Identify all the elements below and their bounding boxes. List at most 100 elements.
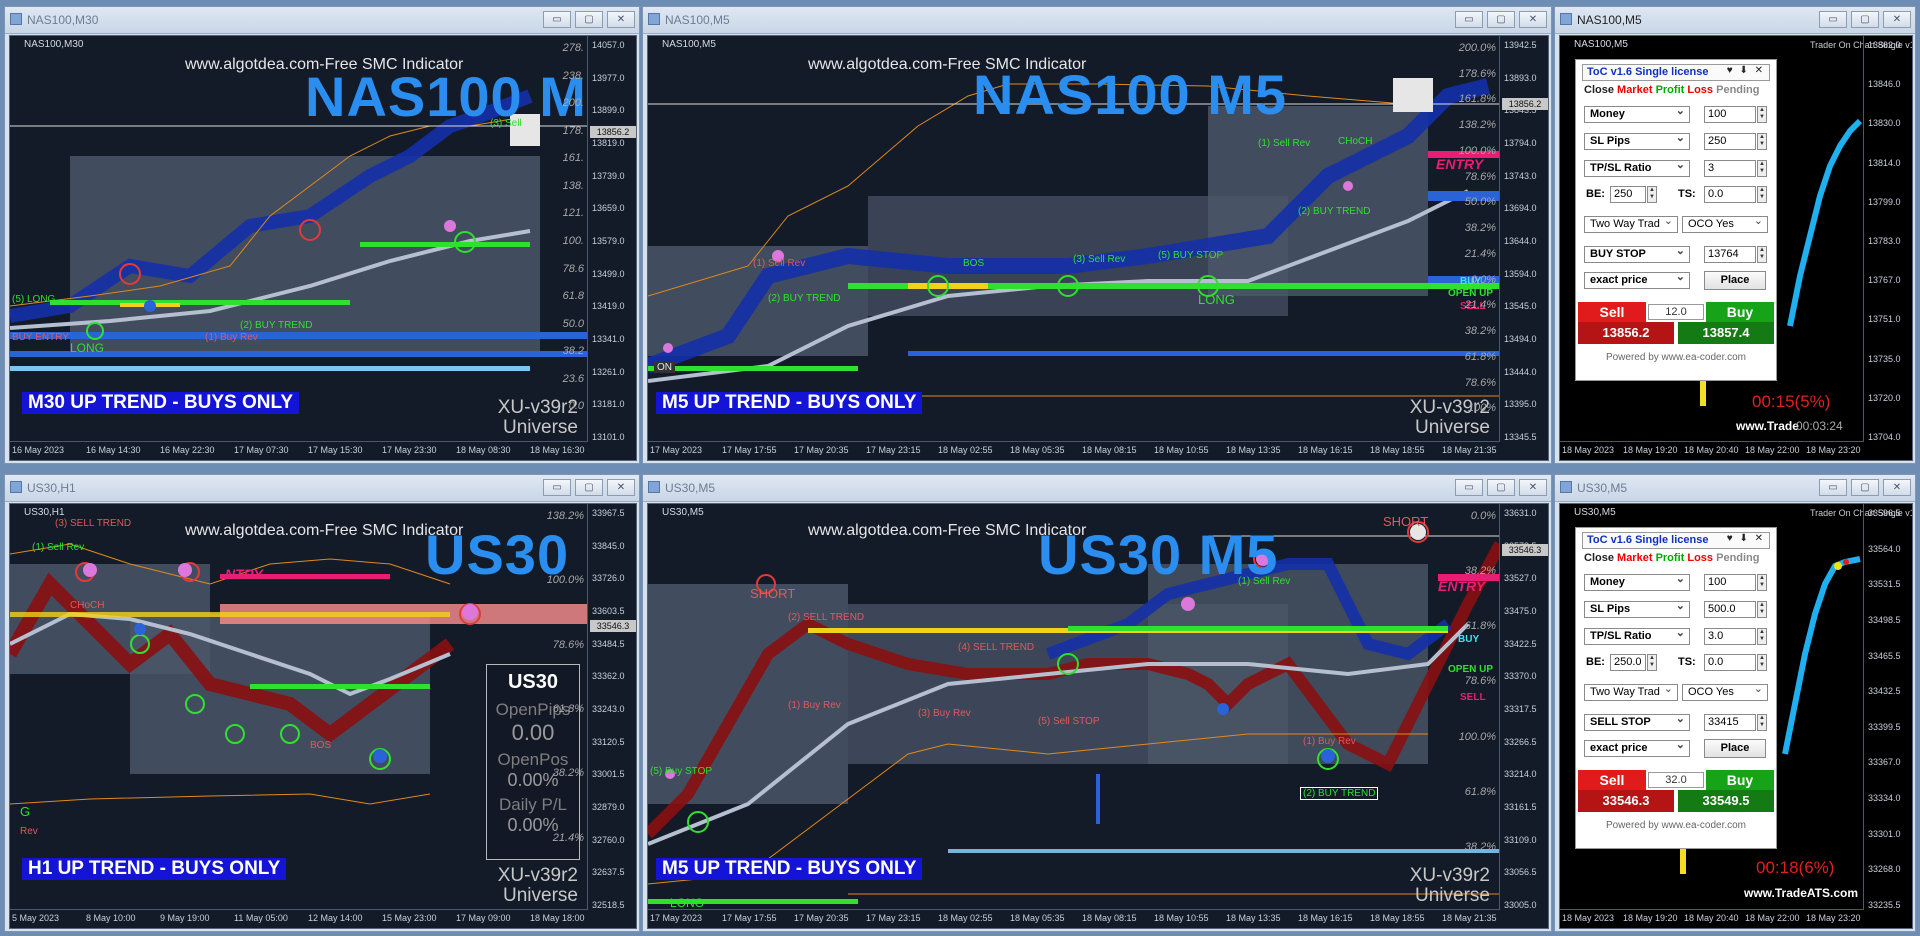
ts-stepper[interactable]: ▲ ▼ bbox=[1757, 186, 1767, 203]
title-bar[interactable]: US30,M5 ▭ ▢ ✕ bbox=[1555, 475, 1915, 502]
minimize-button[interactable]: ▭ bbox=[1455, 479, 1483, 496]
be-stepper[interactable]: ▲ ▼ bbox=[1647, 186, 1657, 203]
buy-button[interactable]: Buy bbox=[1706, 302, 1774, 322]
trade-panel-window-nas100-m5[interactable]: NAS100,M5 ▭ ▢ ✕ NAS100,M5 Trader On Char… bbox=[1554, 6, 1916, 464]
chart-icon bbox=[1560, 13, 1572, 25]
trade-panel-window-us30-m5[interactable]: US30,M5 ▭ ▢ ✕ US30,M5 Trader On Chart Si… bbox=[1554, 474, 1916, 932]
close-action[interactable]: Close bbox=[1584, 84, 1614, 96]
oco-select[interactable]: OCO Yes bbox=[1682, 682, 1768, 701]
tp-stepper[interactable]: ▲ ▼ bbox=[1757, 160, 1767, 177]
minimize-button[interactable]: ▭ bbox=[1455, 11, 1483, 28]
trade-panel[interactable]: ToC v1.6 Single license ♥ ⬇ ✕ Close Marke… bbox=[1575, 527, 1777, 849]
title-bar[interactable]: US30,M5 ▭ ▢ ✕ bbox=[643, 475, 1551, 502]
money-stepper[interactable]: ▲ ▼ bbox=[1757, 574, 1767, 591]
order-type-select[interactable]: BUY STOP bbox=[1584, 244, 1690, 263]
order-price-input[interactable]: 33415 bbox=[1704, 714, 1756, 731]
chart-window-nas100-m5[interactable]: NAS100,M5 ▭ ▢ ✕ bbox=[642, 6, 1552, 464]
trade-panel[interactable]: ToC v1.6 Single license ♥ ⬇ ✕ Close Marke… bbox=[1575, 59, 1777, 381]
minimize-button[interactable]: ▭ bbox=[543, 479, 571, 496]
market-action[interactable]: Market bbox=[1617, 84, 1653, 96]
title-bar[interactable]: NAS100,M5 ▭ ▢ ✕ bbox=[1555, 7, 1915, 34]
tp-stepper[interactable]: ▲ ▼ bbox=[1757, 628, 1767, 645]
close-button[interactable]: ✕ bbox=[1519, 11, 1547, 28]
signal-label: BUY bbox=[1458, 634, 1480, 645]
bid-price[interactable]: 13856.2 bbox=[1578, 322, 1674, 344]
chart-area[interactable]: NAS100,M5 www.algotdea.com-Free SMC Indi… bbox=[647, 35, 1549, 461]
tp-input[interactable]: 3 bbox=[1704, 160, 1756, 177]
lot-size-input[interactable]: 12.0 bbox=[1648, 304, 1704, 320]
order-price-stepper[interactable]: ▲ ▼ bbox=[1757, 246, 1767, 263]
price-mode-select[interactable]: exact price bbox=[1584, 738, 1690, 757]
ts-stepper[interactable]: ▲ ▼ bbox=[1757, 654, 1767, 671]
close-button[interactable]: ✕ bbox=[607, 479, 635, 496]
close-button[interactable]: ✕ bbox=[1519, 479, 1547, 496]
buy-button[interactable]: Buy bbox=[1706, 770, 1774, 790]
be-input[interactable]: 250.0 bbox=[1610, 654, 1646, 671]
pending-action[interactable]: Pending bbox=[1716, 552, 1760, 564]
chart-window-nas100-m30[interactable]: NAS100,M30 ▭ ▢ ✕ NAS100,M3 bbox=[4, 6, 640, 464]
order-price-stepper[interactable]: ▲ ▼ bbox=[1757, 714, 1767, 731]
oco-select[interactable]: OCO Yes bbox=[1682, 214, 1768, 233]
maximize-button[interactable]: ▢ bbox=[575, 11, 603, 28]
money-input[interactable]: 100 bbox=[1704, 106, 1756, 123]
maximize-button[interactable]: ▢ bbox=[575, 479, 603, 496]
be-stepper[interactable]: ▲ ▼ bbox=[1647, 654, 1657, 671]
order-type-select[interactable]: SELL STOP bbox=[1584, 712, 1690, 731]
minimize-button[interactable]: ▭ bbox=[543, 11, 571, 28]
tp-select[interactable]: TP/SL Ratio bbox=[1584, 626, 1690, 645]
chart-window-us30-m5[interactable]: US30,M5 ▭ ▢ ✕ bbox=[642, 474, 1552, 932]
profit-action[interactable]: Profit bbox=[1655, 552, 1685, 564]
chart-area[interactable]: NAS100,M30 www.algotdea.com-Free SMC Ind… bbox=[9, 35, 637, 461]
money-stepper[interactable]: ▲ ▼ bbox=[1757, 106, 1767, 123]
chart-window-us30-h1[interactable]: US30,H1 ▭ ▢ ✕ bbox=[4, 474, 640, 932]
sl-stepper[interactable]: ▲ ▼ bbox=[1757, 601, 1767, 618]
money-select[interactable]: Money bbox=[1584, 572, 1690, 591]
place-button[interactable]: Place bbox=[1704, 271, 1766, 290]
pending-action[interactable]: Pending bbox=[1716, 84, 1760, 96]
price-mode-select[interactable]: exact price bbox=[1584, 270, 1690, 289]
maximize-button[interactable]: ▢ bbox=[1851, 479, 1879, 496]
minimize-button[interactable]: ▭ bbox=[1819, 11, 1847, 28]
title-bar[interactable]: NAS100,M30 ▭ ▢ ✕ bbox=[5, 7, 639, 34]
panel-header-icons[interactable]: ♥ ⬇ ✕ bbox=[1726, 65, 1765, 76]
profit-action[interactable]: Profit bbox=[1655, 84, 1685, 96]
close-button[interactable]: ✕ bbox=[1883, 479, 1911, 496]
tp-select[interactable]: TP/SL Ratio bbox=[1584, 158, 1690, 177]
close-button[interactable]: ✕ bbox=[1883, 11, 1911, 28]
sl-select[interactable]: SL Pips bbox=[1584, 599, 1690, 618]
title-bar[interactable]: US30,H1 ▭ ▢ ✕ bbox=[5, 475, 639, 502]
bid-price[interactable]: 33546.3 bbox=[1578, 790, 1674, 812]
lot-size-input[interactable]: 32.0 bbox=[1648, 772, 1704, 788]
ts-input[interactable]: 0.0 bbox=[1704, 186, 1756, 203]
sl-input[interactable]: 500.0 bbox=[1704, 601, 1756, 618]
ask-price[interactable]: 33549.5 bbox=[1678, 790, 1774, 812]
place-button[interactable]: Place bbox=[1704, 739, 1766, 758]
maximize-button[interactable]: ▢ bbox=[1487, 479, 1515, 496]
sell-button[interactable]: Sell bbox=[1578, 302, 1646, 322]
trade-mode-select[interactable]: Two Way Trad bbox=[1584, 682, 1678, 701]
sl-input[interactable]: 250 bbox=[1704, 133, 1756, 150]
ask-price[interactable]: 13857.4 bbox=[1678, 322, 1774, 344]
sl-select[interactable]: SL Pips bbox=[1584, 131, 1690, 150]
be-input[interactable]: 250 bbox=[1610, 186, 1646, 203]
sell-button[interactable]: Sell bbox=[1578, 770, 1646, 790]
loss-action[interactable]: Loss bbox=[1687, 84, 1714, 96]
money-input[interactable]: 100 bbox=[1704, 574, 1756, 591]
sl-stepper[interactable]: ▲ ▼ bbox=[1757, 133, 1767, 150]
maximize-button[interactable]: ▢ bbox=[1487, 11, 1515, 28]
title-bar[interactable]: NAS100,M5 ▭ ▢ ✕ bbox=[643, 7, 1551, 34]
trade-mode-select[interactable]: Two Way Trad bbox=[1584, 214, 1678, 233]
money-select[interactable]: Money bbox=[1584, 104, 1690, 123]
minimize-button[interactable]: ▭ bbox=[1819, 479, 1847, 496]
market-action[interactable]: Market bbox=[1617, 552, 1653, 564]
order-price-input[interactable]: 13764 bbox=[1704, 246, 1756, 263]
maximize-button[interactable]: ▢ bbox=[1851, 11, 1879, 28]
ts-input[interactable]: 0.0 bbox=[1704, 654, 1756, 671]
loss-action[interactable]: Loss bbox=[1687, 552, 1714, 564]
close-action[interactable]: Close bbox=[1584, 552, 1614, 564]
close-button[interactable]: ✕ bbox=[607, 11, 635, 28]
panel-header-icons[interactable]: ♥ ⬇ ✕ bbox=[1726, 533, 1765, 544]
chart-area[interactable]: US30,M5 www.algotdea.com-Free SMC Indica… bbox=[647, 503, 1549, 929]
tp-input[interactable]: 3.0 bbox=[1704, 628, 1756, 645]
chart-area[interactable]: US30,H1 www.algotdea.com-Free SMC Indica… bbox=[9, 503, 637, 929]
